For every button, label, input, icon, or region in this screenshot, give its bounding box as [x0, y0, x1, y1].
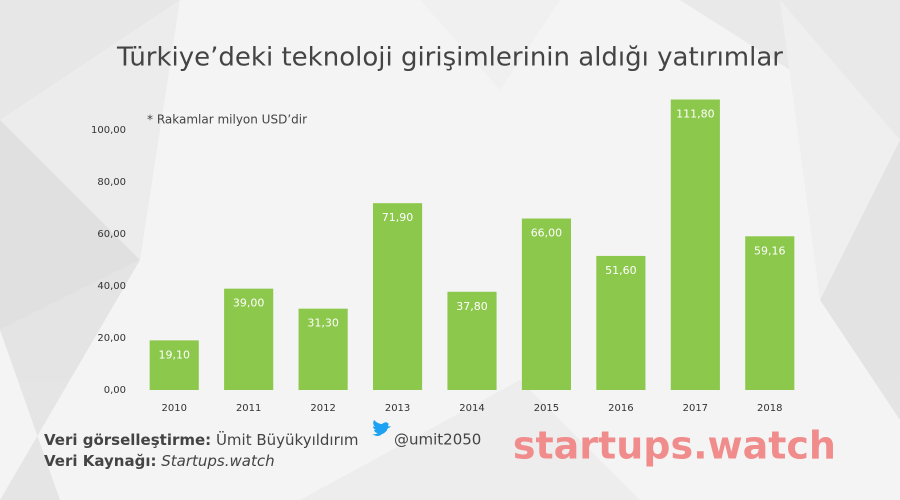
x-tick-label: 2016 [608, 403, 633, 414]
bar [521, 218, 572, 390]
value-label: 19,10 [158, 348, 190, 361]
bar [447, 291, 497, 390]
footer: Veri görselleştirme: Ümit Büyükyıldırım … [44, 420, 836, 470]
x-tick-label: 2010 [161, 403, 186, 414]
x-tick-label: 2017 [683, 403, 708, 414]
twitter-icon [372, 420, 391, 436]
bar [149, 340, 199, 390]
y-tick-label: 80,00 [97, 177, 126, 188]
credit-label: Veri görselleştirme: [44, 431, 211, 449]
bar [224, 288, 274, 390]
bar [596, 255, 646, 390]
source-label: Veri Kaynağı: [44, 452, 156, 470]
value-label: 66,00 [531, 227, 563, 240]
x-tick-label: 2018 [757, 403, 782, 414]
y-tick-label: 20,00 [97, 333, 126, 344]
y-tick-label: 0,00 [104, 385, 126, 396]
x-tick-label: 2011 [236, 403, 261, 414]
y-tick-label: 40,00 [97, 281, 126, 292]
y-tick-label: 100,00 [91, 125, 126, 136]
credit-handle: @umit2050 [394, 431, 481, 449]
value-label: 31,30 [307, 317, 339, 330]
value-label: 37,80 [456, 300, 488, 313]
bar [298, 308, 348, 390]
value-label: 59,16 [754, 244, 786, 257]
logo: startups.watch [513, 424, 836, 468]
bar [745, 236, 795, 390]
value-label: 71,90 [382, 211, 414, 224]
chart-title: Türkiye’deki teknoloji girişimlerinin al… [116, 43, 783, 73]
value-label: 111,80 [676, 108, 715, 121]
y-tick-label: 60,00 [97, 229, 126, 240]
x-tick-label: 2015 [534, 403, 559, 414]
bar [670, 99, 720, 390]
source-name: Startups.watch [161, 452, 274, 470]
x-tick-label: 2013 [385, 403, 410, 414]
source: Veri Kaynağı: Startups.watch [44, 452, 275, 470]
value-label: 51,60 [605, 264, 637, 277]
annotation: * Rakamlar milyon USD’dir [147, 113, 307, 127]
value-label: 39,00 [233, 297, 265, 310]
x-tick-label: 2014 [459, 403, 484, 414]
bar [372, 203, 423, 390]
credit-name: Ümit Büyükyıldırım [216, 430, 359, 449]
credit: Veri görselleştirme: Ümit Büyükyıldırım [44, 430, 359, 449]
x-tick-label: 2012 [310, 403, 335, 414]
